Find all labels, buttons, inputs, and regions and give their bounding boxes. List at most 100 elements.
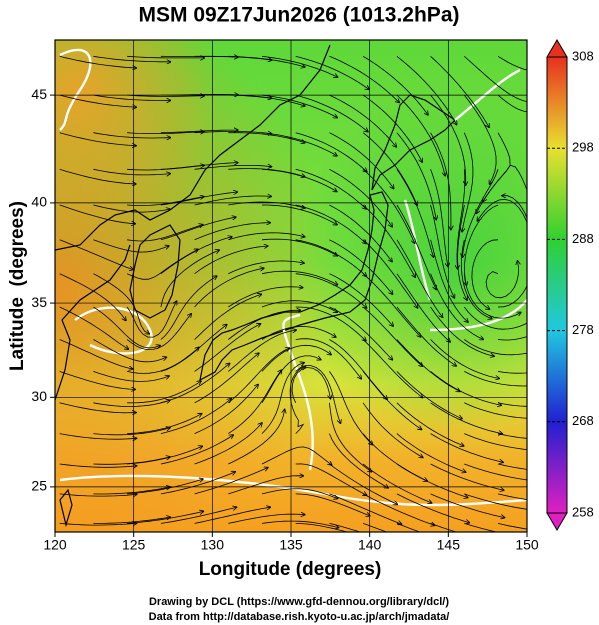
streamline <box>261 344 331 372</box>
streamline <box>228 476 303 495</box>
streamline <box>93 428 170 436</box>
streamline <box>261 446 332 465</box>
streamline <box>194 353 259 404</box>
streamline <box>329 204 392 262</box>
streamline <box>228 370 281 434</box>
streamline <box>396 204 436 290</box>
streamline <box>59 132 136 146</box>
credit: Data from http://database.rish.kyoto-u.a… <box>149 611 450 623</box>
streamline <box>464 523 499 532</box>
colorbar-label: 308 <box>572 48 594 63</box>
streamline <box>127 132 204 134</box>
streamline <box>194 324 261 372</box>
streamline <box>362 169 415 243</box>
streamline <box>93 487 170 495</box>
streamline <box>261 520 339 528</box>
streamline <box>430 493 505 518</box>
streamline <box>329 306 392 360</box>
streamline <box>160 363 230 404</box>
streamline <box>59 94 137 107</box>
streamline <box>362 94 422 162</box>
x-tick-label: 145 <box>437 537 461 553</box>
streamline <box>362 402 423 458</box>
streamline <box>194 196 272 206</box>
streamline <box>194 165 272 170</box>
streamline <box>329 371 372 444</box>
streamline <box>228 348 289 404</box>
streamline <box>295 239 367 276</box>
colorbar-label: 298 <box>572 140 594 155</box>
credit: Drawing by DCL (https://www.gfd-dennou.o… <box>149 596 449 608</box>
streamline <box>329 402 371 472</box>
streamline <box>497 402 527 407</box>
streamline <box>471 239 499 309</box>
streamline <box>329 493 401 524</box>
streamline <box>396 94 445 176</box>
streamline <box>362 239 418 308</box>
streamline <box>160 399 231 434</box>
streamline <box>430 371 502 405</box>
streamline <box>329 132 393 189</box>
streamline <box>396 523 421 532</box>
streamline <box>497 493 527 500</box>
streamline <box>430 339 500 379</box>
colorbar-label: 258 <box>572 504 594 519</box>
streamline <box>59 339 133 370</box>
streamline <box>362 463 432 503</box>
streamline <box>160 435 233 465</box>
streamline <box>59 239 134 270</box>
streamline <box>329 463 397 504</box>
title: MSM 09Z17Jun2026 (1013.2hPa) <box>139 4 460 27</box>
streamline <box>430 433 504 463</box>
streamline <box>502 196 527 219</box>
streamline <box>59 523 137 525</box>
streamline <box>59 433 137 440</box>
streamline <box>430 273 484 340</box>
streamline <box>465 204 499 285</box>
y-tick-label: 40 <box>31 194 47 210</box>
streamline <box>295 273 367 308</box>
streamline <box>228 94 305 106</box>
streamline <box>261 55 338 77</box>
streamline <box>295 94 368 132</box>
streamline <box>93 273 149 334</box>
streamline <box>127 414 202 434</box>
streamline <box>329 239 392 294</box>
streamline <box>93 55 170 62</box>
streamline <box>261 270 338 285</box>
streamline <box>396 273 450 342</box>
streamline <box>59 204 136 224</box>
streamline <box>160 217 236 241</box>
streamline <box>160 472 235 495</box>
streamline <box>430 523 458 532</box>
streamline <box>295 365 341 424</box>
streamline <box>93 204 170 213</box>
streamline <box>127 56 204 58</box>
streamline <box>228 310 300 340</box>
streamline <box>228 55 305 67</box>
streamline <box>396 402 464 446</box>
streamline <box>362 55 428 115</box>
x-tick-label: 120 <box>43 537 67 553</box>
streamline <box>93 306 160 348</box>
streamline <box>362 306 422 366</box>
streamline <box>329 55 399 102</box>
streamline <box>59 168 136 184</box>
streamline <box>295 168 366 209</box>
streamline <box>362 493 435 526</box>
streamline <box>194 246 268 275</box>
streamline <box>362 339 422 398</box>
streamline <box>228 409 284 465</box>
streamline <box>59 464 137 467</box>
streamline <box>160 325 227 372</box>
streamline <box>194 294 262 340</box>
streamline <box>430 402 503 434</box>
y-axis-label: Latitude (degrees) <box>7 201 28 371</box>
streamline <box>532 523 599 528</box>
colorbar <box>546 39 568 531</box>
streamline <box>362 132 417 206</box>
streamline <box>261 488 338 499</box>
streamline <box>160 276 217 340</box>
streamline <box>228 232 304 241</box>
